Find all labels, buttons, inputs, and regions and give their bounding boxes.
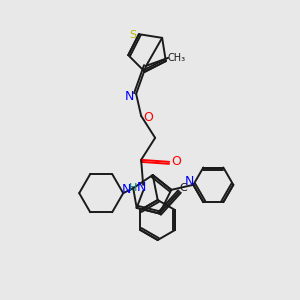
Text: C: C (180, 182, 188, 193)
Text: H: H (129, 183, 137, 193)
Text: O: O (143, 111, 153, 124)
Text: S: S (129, 30, 137, 40)
Text: N: N (122, 183, 131, 196)
Text: N: N (185, 175, 194, 188)
Text: N: N (136, 182, 146, 194)
Text: O: O (171, 155, 181, 168)
Text: N: N (124, 90, 134, 104)
Text: CH₃: CH₃ (167, 53, 185, 63)
